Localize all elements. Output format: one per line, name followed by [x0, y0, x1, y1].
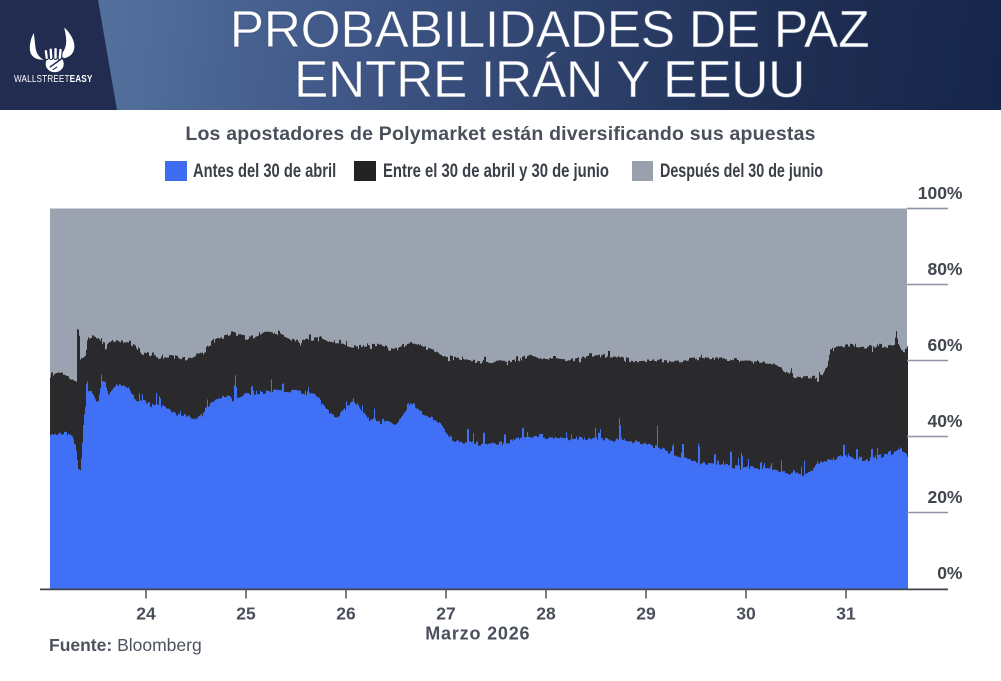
svg-text:30: 30: [736, 603, 756, 623]
svg-text:0%: 0%: [937, 563, 963, 583]
svg-text:40%: 40%: [927, 411, 962, 431]
svg-text:27: 27: [436, 603, 455, 623]
svg-text:25: 25: [236, 603, 256, 623]
svg-text:29: 29: [636, 603, 656, 623]
svg-text:80%: 80%: [927, 259, 962, 279]
svg-text:31: 31: [836, 603, 856, 623]
svg-text:28: 28: [536, 603, 556, 623]
svg-text:60%: 60%: [927, 335, 962, 355]
svg-text:Marzo 2026: Marzo 2026: [425, 624, 530, 644]
svg-text:20%: 20%: [927, 487, 962, 507]
svg-text:100%: 100%: [918, 183, 963, 203]
svg-text:26: 26: [336, 603, 356, 623]
svg-text:24: 24: [136, 603, 156, 623]
